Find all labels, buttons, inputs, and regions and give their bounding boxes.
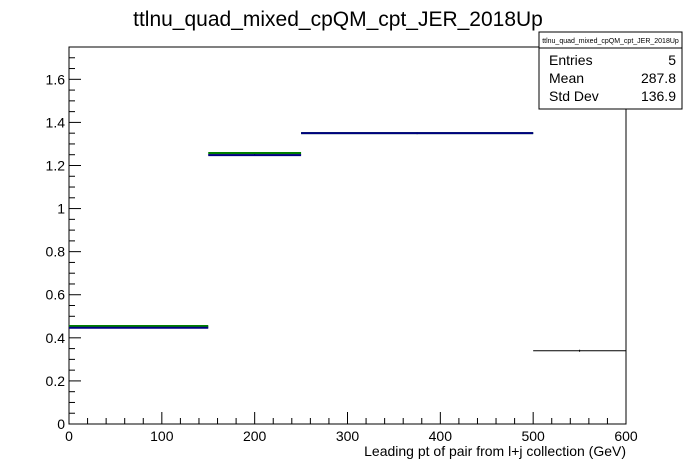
stats-mean-value: 287.8 — [641, 70, 676, 86]
x-tick-label: 600 — [614, 428, 638, 444]
x-tick-label: 300 — [336, 428, 360, 444]
chart-title: ttlnu_quad_mixed_cpQM_cpt_JER_2018Up — [133, 8, 543, 31]
stats-stddev-value: 136.9 — [641, 88, 676, 104]
histogram-bins — [69, 132, 626, 352]
y-tick-label: 0 — [57, 416, 65, 432]
y-tick-label: 1.4 — [46, 114, 66, 130]
y-tick-label: 1.6 — [46, 71, 66, 87]
y-axis: 0 0.2 0.4 0.6 0.8 1 1.2 1.4 1.6 — [46, 57, 81, 432]
series-lines — [69, 132, 534, 329]
y-tick-label: 1 — [57, 201, 65, 217]
stats-box-title: ttlnu_quad_mixed_cpQM_cpt_JER_2018Up — [542, 38, 679, 45]
stats-entries-value: 5 — [668, 52, 676, 68]
x-axis: 0 100 200 300 400 500 600 — [65, 412, 638, 444]
stats-stddev-label: Std Dev — [549, 88, 599, 104]
stats-entries-label: Entries — [549, 52, 593, 68]
y-tick-label: 1.2 — [46, 157, 66, 173]
stats-box-frame — [538, 31, 683, 110]
x-tick-label: 500 — [521, 428, 545, 444]
x-tick-label: 200 — [243, 428, 267, 444]
stats-mean-label: Mean — [549, 70, 584, 86]
x-tick-label: 0 — [65, 428, 73, 444]
x-tick-label: 100 — [150, 428, 174, 444]
y-tick-label: 0.8 — [46, 244, 66, 260]
y-tick-label: 0.2 — [46, 373, 66, 389]
x-axis-label: Leading pt of pair from l+j collection (… — [364, 443, 626, 459]
stats-box: ttlnu_quad_mixed_cpQM_cpt_JER_2018Up Ent… — [538, 31, 683, 110]
x-tick-label: 400 — [429, 428, 453, 444]
y-tick-label: 0.4 — [46, 330, 66, 346]
y-tick-label: 0.6 — [46, 287, 66, 303]
